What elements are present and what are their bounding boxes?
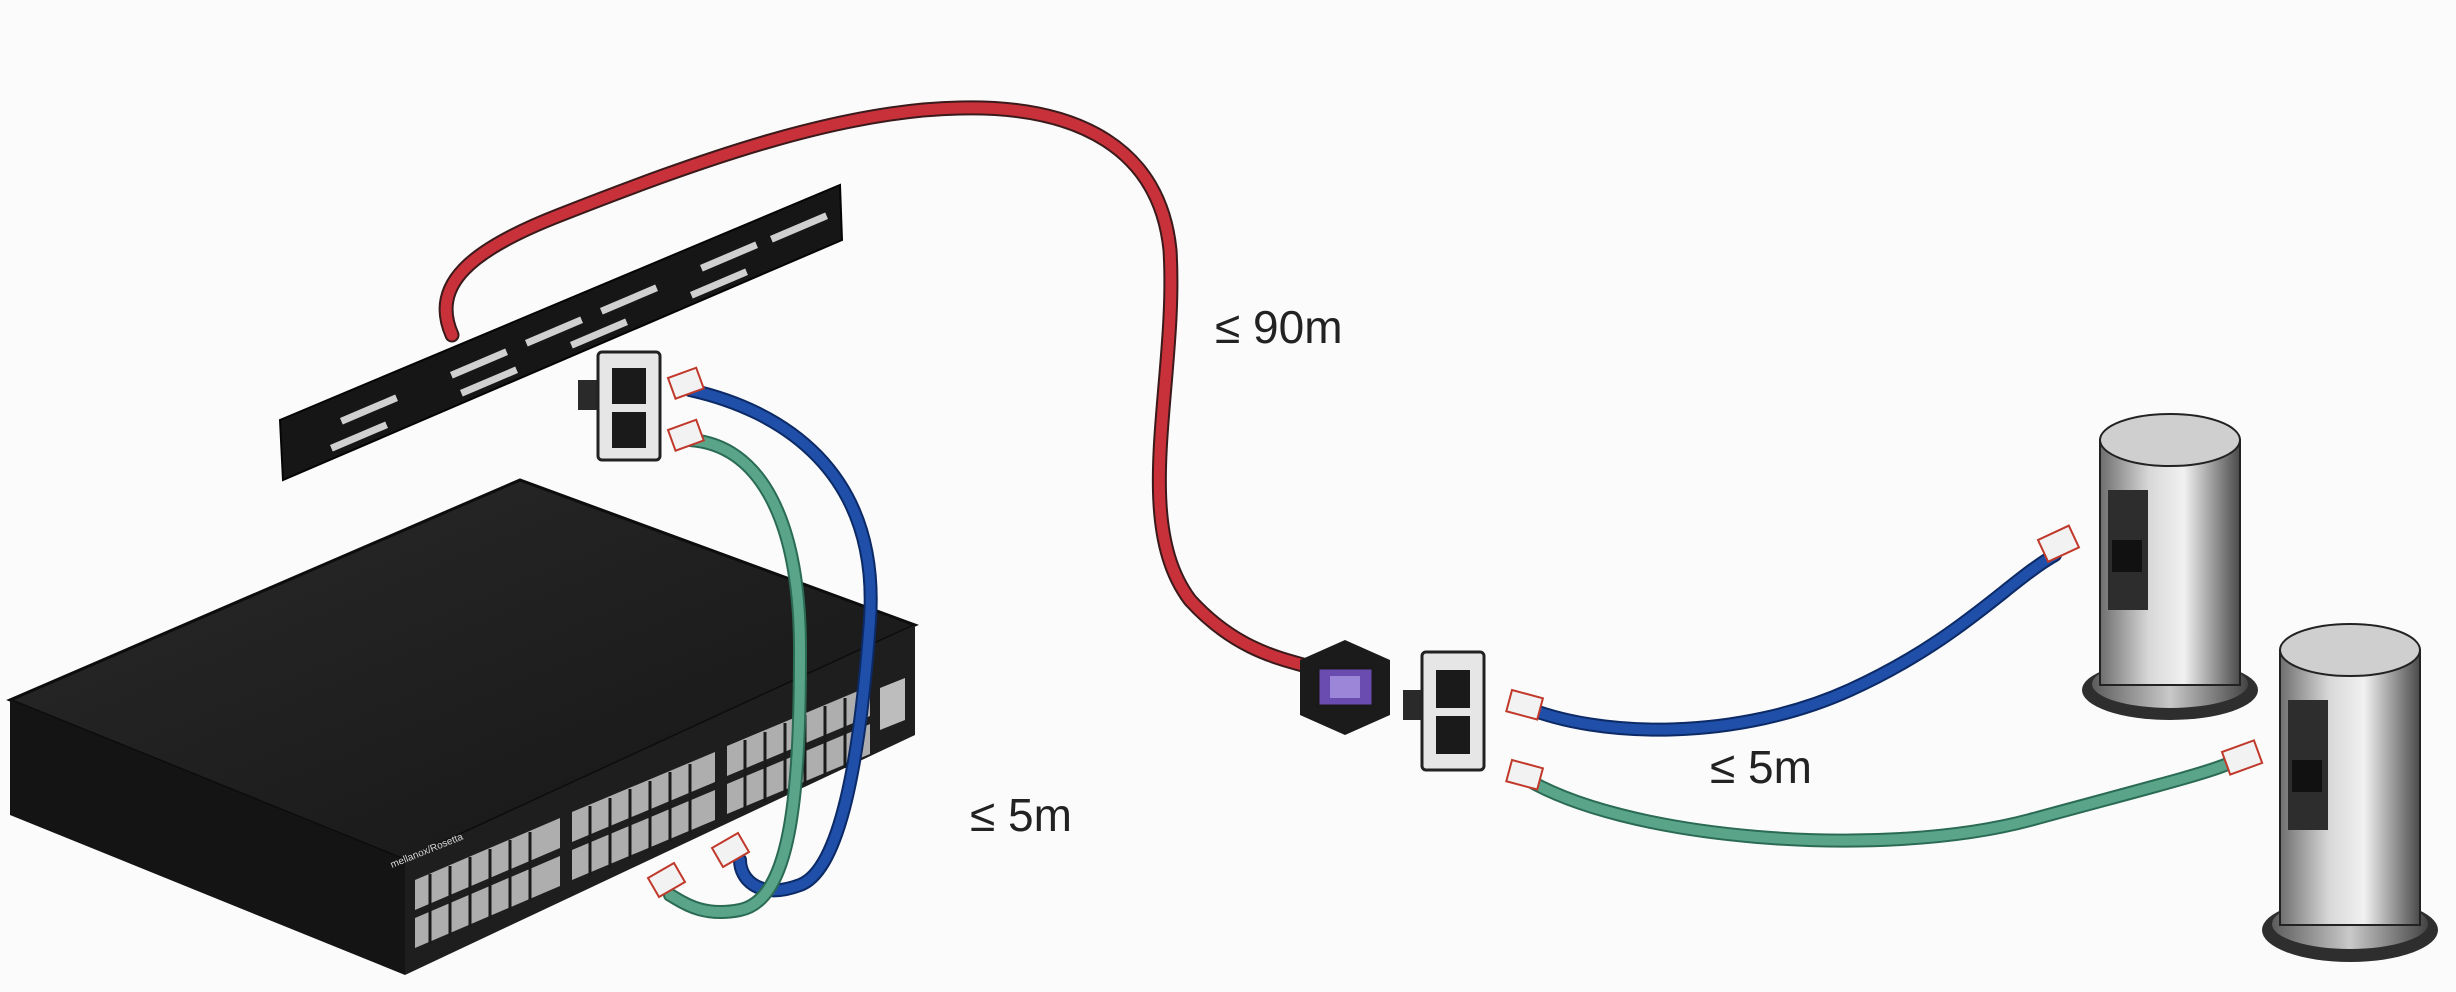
patch-cable-length-label-right: ≤ 5m	[1710, 741, 1812, 793]
rj45-plug-icon	[646, 366, 751, 899]
wall-outlet-icon	[1403, 650, 1486, 772]
network-switch-icon: mellanox/Rosetta	[6, 478, 919, 975]
patch-panel-icon	[278, 183, 844, 482]
patch-cable-blue-right	[1513, 548, 2062, 737]
permanent-link-length-label: ≤ 90m	[1215, 301, 1343, 353]
floor-outlet-tower-icon	[2262, 623, 2438, 962]
rj45-plug-icon	[1505, 524, 2264, 791]
consolidation-point-connector	[1300, 640, 1390, 735]
floor-outlet-tower-icon	[2082, 413, 2258, 720]
patch-cable-green-right	[1513, 758, 2232, 848]
wall-outlet-icon	[578, 350, 662, 462]
patch-cable-length-label-left: ≤ 5m	[970, 789, 1072, 841]
